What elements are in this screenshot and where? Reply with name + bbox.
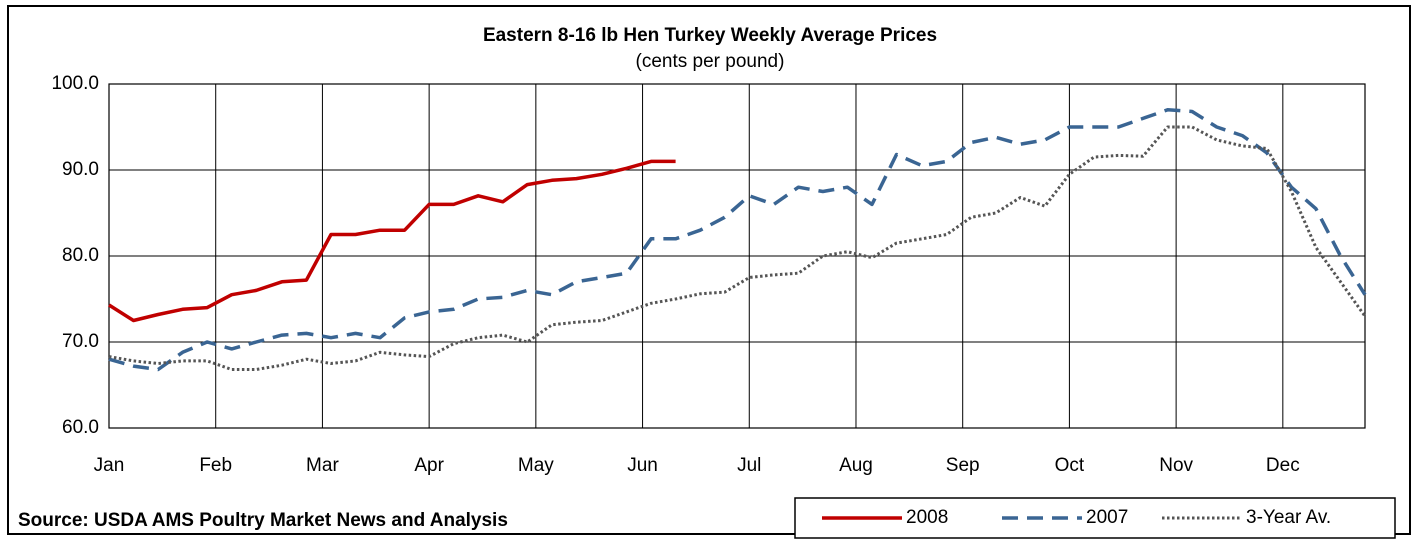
- x-tick-label: May: [518, 455, 554, 476]
- series-line: [108, 125, 1367, 371]
- chart-title: Eastern 8-16 lb Hen Turkey Weekly Averag…: [483, 25, 937, 46]
- series-line: [108, 108, 1367, 372]
- legend-label: 2008: [906, 507, 948, 528]
- legend-label: 2007: [1086, 507, 1128, 528]
- x-tick-label: Jun: [627, 455, 658, 476]
- x-tick-label: Jul: [737, 455, 761, 476]
- y-tick-label: 100.0: [51, 73, 99, 94]
- x-tick-label: Apr: [414, 455, 444, 476]
- x-tick-label: Feb: [199, 455, 232, 476]
- legend-label: 3-Year Av.: [1246, 507, 1331, 528]
- plot-frame: [108, 83, 1366, 429]
- source-note: Source: USDA AMS Poultry Market News and…: [18, 510, 508, 531]
- x-tick-label: Aug: [839, 455, 873, 476]
- x-tick-label: Nov: [1159, 455, 1193, 476]
- x-tick-label: Dec: [1266, 455, 1300, 476]
- x-tick-label: Jan: [94, 455, 125, 476]
- x-tick-label: Mar: [306, 455, 339, 476]
- y-tick-label: 80.0: [62, 245, 99, 266]
- series-line: [108, 159, 676, 323]
- x-tick-label: Sep: [946, 455, 980, 476]
- y-tick-label: 90.0: [62, 159, 99, 180]
- chart-subtitle: (cents per pound): [636, 51, 785, 72]
- y-tick-label: 60.0: [62, 417, 99, 438]
- y-tick-label: 70.0: [62, 331, 99, 352]
- x-tick-label: Oct: [1055, 455, 1085, 476]
